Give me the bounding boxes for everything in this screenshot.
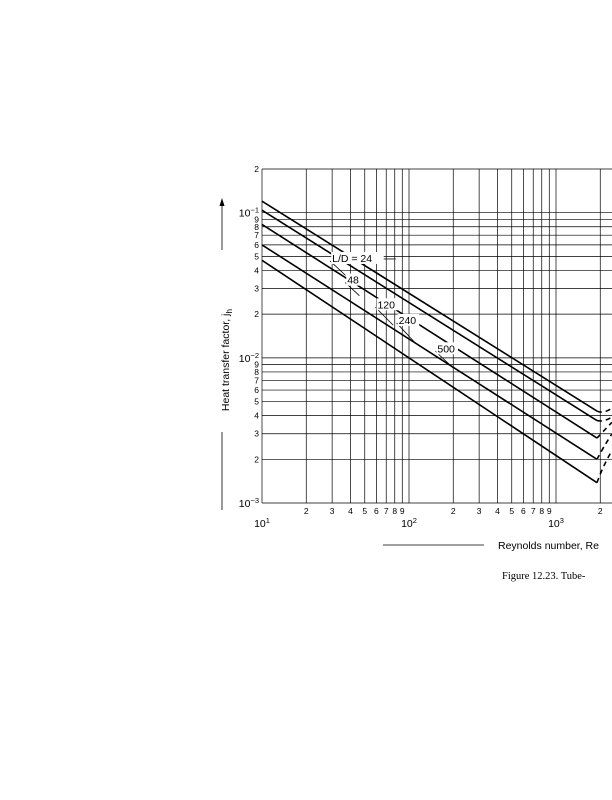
x-tick-label: 2 <box>598 506 603 516</box>
series-dash-2 <box>596 416 612 422</box>
annotation-label-4: 240 <box>399 315 417 327</box>
x-tick-label: 3 <box>477 506 482 516</box>
y-tick-label: 8 <box>254 222 259 232</box>
series-line-2 <box>261 209 598 422</box>
annotation-bg-3 <box>376 298 399 311</box>
y-tick-label: 2 <box>254 454 259 464</box>
annotation-label-1: L/D = 24 <box>332 253 372 265</box>
y-axis-label-subscript: h <box>224 309 234 314</box>
y-tick-label: 9 <box>254 214 259 224</box>
annotation-bg-5 <box>436 342 458 355</box>
x-axis-label: Reynolds number, Re <box>498 540 599 552</box>
y-tick-label: 5 <box>254 251 259 261</box>
svg-text:Heat transfer factor, jh: Heat transfer factor, jh <box>220 309 234 411</box>
x-tick-label: 3 <box>330 506 335 516</box>
annotations-group: L/D = 24 48 120 240 500 <box>329 251 458 369</box>
annotation-bg-2 <box>346 273 362 286</box>
x-tick-label: 8 <box>539 506 544 516</box>
series-dash-1 <box>596 407 612 413</box>
y-tick-label: 4 <box>254 411 259 421</box>
x-tick-label-major: 102 <box>401 516 417 530</box>
y-tick-label: 6 <box>254 240 259 250</box>
y-tick-label: 3 <box>254 429 259 439</box>
x-tick-label-major: 101 <box>254 516 270 530</box>
y-axis-label-text: Heat transfer factor, j <box>220 314 232 411</box>
x-tick-label: 4 <box>348 506 353 516</box>
x-tick-label: 7 <box>384 506 389 516</box>
y-axis-arrowhead <box>219 198 225 206</box>
x-tick-label: 9 <box>547 506 552 516</box>
x-tick-label-major: 103 <box>548 516 564 530</box>
y-tick-label: 4 <box>254 265 259 275</box>
y-tick-label-major: 10−2 <box>239 351 259 365</box>
x-tick-label: 6 <box>521 506 526 516</box>
annotation-label-2: 48 <box>347 275 359 287</box>
y-tick-label: 6 <box>254 385 259 395</box>
y-tick-label: 9 <box>254 359 259 369</box>
annotation-leader-4 <box>396 322 416 344</box>
y-tick-label: 2 <box>254 164 259 174</box>
series-dash-3 <box>596 421 612 439</box>
x-tick-label: 9 <box>400 506 405 516</box>
y-tick-label: 5 <box>254 397 259 407</box>
x-tick-label: 5 <box>509 506 514 516</box>
x-tick-label: 2 <box>304 506 309 516</box>
grid <box>261 168 612 504</box>
series-line-4 <box>261 244 598 460</box>
series-group <box>261 200 612 484</box>
y-tick-label: 8 <box>254 367 259 377</box>
x-tick-label: 8 <box>392 506 397 516</box>
annotation-label-3: 120 <box>377 299 395 311</box>
x-tick-label: 2 <box>451 506 456 516</box>
y-tick-label: 3 <box>254 284 259 294</box>
x-tick-label: 7 <box>531 506 536 516</box>
x-tick-label: 5 <box>362 506 367 516</box>
annotation-label-5: 500 <box>437 343 455 355</box>
y-tick-label: 2 <box>254 309 259 319</box>
y-tick-label-major: 10−1 <box>239 206 259 220</box>
series-dash-4 <box>596 433 612 460</box>
y-tick-label: 7 <box>254 375 259 385</box>
x-tick-label: 6 <box>374 506 379 516</box>
y-tick-label: 7 <box>254 230 259 240</box>
y-axis-label: Heat transfer factor, jh <box>220 309 234 411</box>
x-tick-label: 4 <box>495 506 500 516</box>
series-line-3 <box>261 223 598 439</box>
series-dash-5 <box>596 450 612 483</box>
annotation-bg-4 <box>397 313 420 326</box>
y-tick-label-major: 10−3 <box>239 496 259 510</box>
series-line-1 <box>261 200 598 412</box>
figure-caption: Figure 12.23. Tube- <box>502 571 586 582</box>
series-line-5 <box>261 259 598 484</box>
annotation-bg-1 <box>331 251 384 264</box>
